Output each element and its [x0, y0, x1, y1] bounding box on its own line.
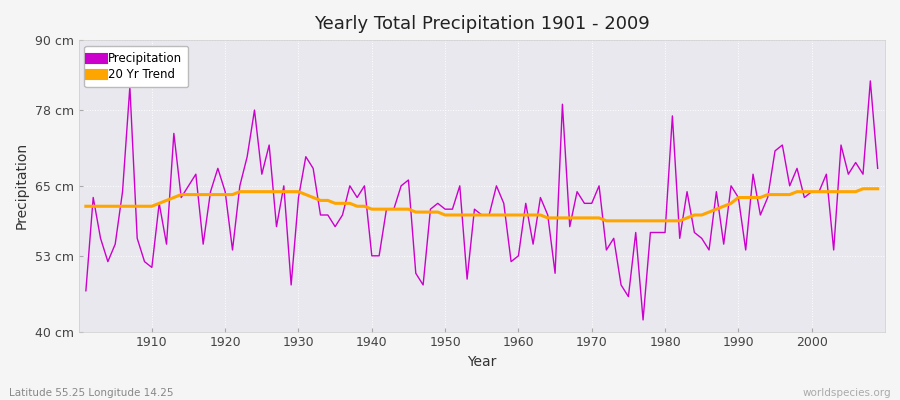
20 Yr Trend: [872, 186, 883, 191]
20 Yr Trend: [80, 204, 91, 209]
Title: Yearly Total Precipitation 1901 - 2009: Yearly Total Precipitation 1901 - 2009: [314, 15, 650, 33]
Legend: Precipitation, 20 Yr Trend: Precipitation, 20 Yr Trend: [85, 46, 188, 87]
Text: Latitude 55.25 Longitude 14.25: Latitude 55.25 Longitude 14.25: [9, 388, 174, 398]
Precipitation: [140, 259, 150, 264]
Precipitation: [345, 184, 356, 188]
Text: worldspecies.org: worldspecies.org: [803, 388, 891, 398]
Line: Precipitation: Precipitation: [86, 81, 878, 320]
20 Yr Trend: [140, 204, 150, 209]
Line: 20 Yr Trend: 20 Yr Trend: [86, 189, 878, 221]
20 Yr Trend: [506, 212, 517, 217]
Precipitation: [301, 154, 311, 159]
Y-axis label: Precipitation: Precipitation: [15, 142, 29, 230]
20 Yr Trend: [513, 212, 524, 217]
Precipitation: [506, 259, 517, 264]
20 Yr Trend: [858, 186, 868, 191]
20 Yr Trend: [345, 201, 356, 206]
20 Yr Trend: [301, 192, 311, 197]
Precipitation: [865, 78, 876, 83]
Precipitation: [638, 318, 649, 322]
X-axis label: Year: Year: [467, 355, 497, 369]
Precipitation: [601, 248, 612, 252]
Precipitation: [80, 288, 91, 293]
Precipitation: [872, 166, 883, 171]
20 Yr Trend: [601, 218, 612, 223]
Precipitation: [513, 254, 524, 258]
20 Yr Trend: [608, 218, 619, 223]
